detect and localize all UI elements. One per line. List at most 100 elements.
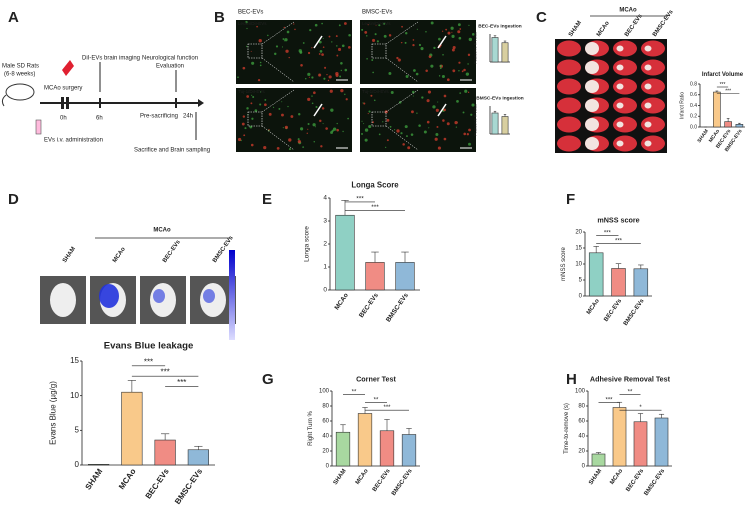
signal [278, 107, 281, 110]
signal [421, 96, 424, 99]
signal [256, 25, 258, 28]
signal [283, 40, 285, 42]
x-tick-label: SHAM [696, 128, 709, 144]
significance-label: * [639, 405, 642, 411]
signal [330, 131, 334, 134]
signal [445, 28, 448, 31]
infarct [616, 140, 624, 147]
zoom-line [385, 89, 419, 113]
signal [471, 103, 475, 107]
signal [372, 121, 374, 124]
y-tick-label: 15 [575, 246, 582, 252]
x-tick-label: MCAo [355, 468, 370, 486]
signal [323, 77, 326, 80]
zoom-box [371, 111, 387, 127]
signal [272, 106, 275, 108]
signal [337, 47, 342, 52]
dye [99, 284, 119, 308]
signal [471, 33, 475, 36]
signal [401, 25, 403, 28]
signal [364, 30, 368, 34]
infarct [616, 45, 624, 52]
signal [305, 78, 307, 80]
signal [463, 68, 466, 72]
signal [311, 102, 314, 105]
y-tick-label: 0 [323, 287, 327, 294]
signal [307, 51, 311, 55]
bar [365, 262, 385, 291]
panel-label: C [536, 9, 547, 26]
signal [439, 64, 442, 68]
signal [420, 47, 424, 51]
zoom-box [371, 43, 387, 59]
zoom-box [247, 43, 263, 59]
signal [416, 28, 418, 30]
significance-label: *** [356, 196, 364, 203]
signal [347, 117, 349, 120]
signal [274, 52, 277, 56]
signal [366, 58, 368, 60]
signal [319, 50, 323, 53]
label: Pre-sacrificing [140, 114, 178, 120]
signal [267, 34, 269, 37]
infarct [644, 45, 652, 52]
y-tick-label: 10 [70, 391, 79, 400]
signal [362, 102, 364, 104]
signal [336, 128, 339, 132]
y-tick-label: 20 [575, 230, 582, 236]
signal [348, 33, 351, 37]
significance-label: *** [383, 405, 391, 411]
panel-label: B [214, 9, 225, 26]
signal [435, 133, 439, 137]
signal [386, 139, 389, 142]
y-axis-label: mNSS score [561, 247, 567, 281]
signal [412, 39, 415, 41]
signal [341, 44, 345, 48]
significance-label: *** [605, 397, 613, 403]
signal [300, 127, 304, 131]
brain-slice [641, 59, 665, 76]
signal [251, 61, 255, 65]
signal [259, 103, 262, 106]
chart-title: Longa Score [351, 181, 399, 190]
signal [407, 146, 411, 150]
infarct [616, 121, 624, 128]
y-tick-label: 5 [579, 278, 583, 284]
signal [297, 140, 301, 144]
signal [367, 113, 369, 115]
brain-slice [557, 59, 581, 76]
signal [404, 125, 408, 129]
zoom-line [261, 57, 295, 83]
signal [322, 123, 324, 125]
signal [426, 99, 430, 103]
label: 0h [60, 116, 67, 122]
signal [331, 41, 333, 43]
stain-label: Tuj-1/DiI-EVs [362, 89, 389, 94]
dye [153, 289, 165, 303]
stain-label: Lectin/DiI-EVs [362, 21, 391, 26]
signal [275, 45, 279, 48]
signal [468, 24, 470, 26]
significance-label: *** [144, 357, 153, 366]
signal [457, 23, 461, 27]
signal [276, 147, 280, 150]
y-tick-label: 80 [322, 404, 329, 410]
signal [311, 47, 313, 49]
signal [251, 94, 253, 96]
signal [446, 78, 450, 82]
signal [425, 69, 428, 72]
signal [242, 66, 246, 70]
panel-label: H [566, 371, 577, 388]
signal [378, 24, 381, 27]
bar [395, 262, 415, 291]
signal [330, 108, 334, 112]
signal [245, 20, 248, 24]
signal [288, 138, 292, 142]
x-tick-label: BEC-EVs [144, 467, 172, 501]
signal [430, 21, 434, 25]
signal [433, 46, 436, 50]
signal [412, 95, 414, 97]
stain-label: Lectin/DiI-EVs [238, 21, 267, 26]
signal [250, 102, 253, 105]
